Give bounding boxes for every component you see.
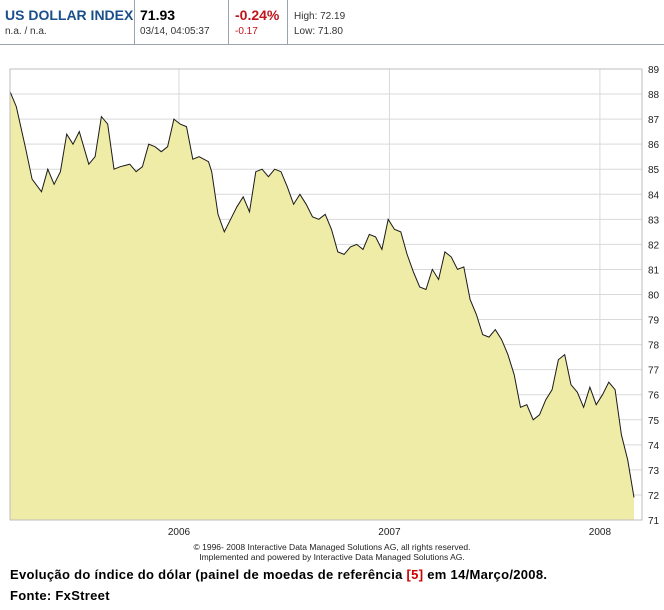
y-tick-label: 86 <box>648 140 660 151</box>
y-tick-label: 83 <box>648 215 660 226</box>
y-tick-label: 72 <box>648 491 660 502</box>
caption-text-end: em 14/Março/2008. <box>423 567 548 582</box>
y-tick-label: 76 <box>648 391 660 402</box>
change-absolute: -0.17 <box>235 26 258 37</box>
copyright-line-1: © 1996- 2008 Interactive Data Managed So… <box>193 542 471 552</box>
y-tick-label: 78 <box>648 341 660 352</box>
range-cell: High: 72.19 Low: 71.80 <box>288 0 408 44</box>
index-name-cell: US DOLLAR INDEX n.a. / n.a. <box>0 0 135 44</box>
chart-axes: 71 72 73 74 75 76 77 78 79 80 81 82 83 84 85 86 87 88 89 20… <box>9 65 660 538</box>
y-tick-label: 87 <box>648 115 660 126</box>
change-percent: -0.24% <box>235 7 280 23</box>
y-tick-label: 77 <box>648 366 660 377</box>
y-tick-label: 81 <box>648 265 660 276</box>
y-tick-label: 80 <box>648 291 660 302</box>
price-cell: 71.93 03/14, 04:05:37 <box>135 0 229 44</box>
x-tick-label: 2007 <box>378 527 401 538</box>
reference-link[interactable]: [5] <box>406 567 424 582</box>
y-tick-label: 84 <box>648 190 660 201</box>
y-tick-label: 89 <box>648 65 660 76</box>
change-cell: -0.24% -0.17 <box>229 0 288 44</box>
quote-timestamp: 03/14, 04:05:37 <box>140 26 210 37</box>
y-tick-label: 85 <box>648 165 660 176</box>
y-tick-label: 73 <box>648 466 660 477</box>
copyright-line-2: Implemented and powered by Interactive D… <box>199 552 465 562</box>
index-name: US DOLLAR INDEX <box>5 7 134 23</box>
caption-text-start: Evolução do índice do dólar (painel de m… <box>10 567 407 582</box>
y-tick-label: 88 <box>648 90 660 101</box>
y-tick-label: 79 <box>648 316 660 327</box>
area-fill <box>10 91 634 520</box>
quote-header: US DOLLAR INDEX n.a. / n.a. 71.93 03/14,… <box>0 0 664 45</box>
x-tick-label: 2006 <box>168 527 191 538</box>
price-chart: 71 72 73 74 75 76 77 78 79 80 81 82 83 84 85 86 87 88 89 20… <box>9 65 660 538</box>
y-tick-label: 74 <box>648 441 660 452</box>
y-tick-label: 82 <box>648 240 660 251</box>
index-sub: n.a. / n.a. <box>5 26 47 37</box>
day-low: Low: 71.80 <box>294 26 343 37</box>
last-price: 71.93 <box>140 7 176 23</box>
x-tick-label: 2008 <box>589 527 612 538</box>
source-credit: Fonte: FxStreet <box>10 588 110 603</box>
series-line <box>9 91 635 498</box>
figure-caption: Evolução do índice do dólar (painel de m… <box>10 567 547 582</box>
chart-series <box>9 91 635 520</box>
y-tick-label: 71 <box>648 516 660 527</box>
y-tick-label: 75 <box>648 416 660 427</box>
day-high: High: 72.19 <box>294 11 346 22</box>
plot-border <box>9 68 643 521</box>
